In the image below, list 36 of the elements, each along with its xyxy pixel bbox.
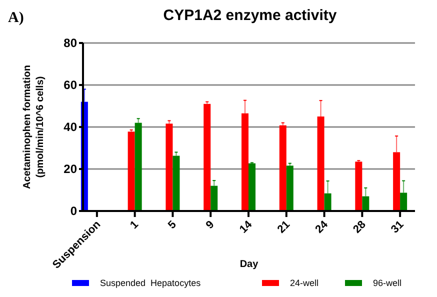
- bar: [248, 163, 256, 211]
- x-tick-label: 5: [166, 218, 179, 232]
- x-tick-label: 21: [275, 218, 293, 236]
- bar: [355, 162, 362, 211]
- y-tick-label: 80: [64, 36, 78, 50]
- y-tick-label: 20: [64, 162, 78, 176]
- bar: [128, 132, 135, 211]
- x-tick-label: 14: [237, 218, 256, 236]
- chart-title: CYP1A2 enzyme activity: [163, 7, 338, 24]
- legend-label: 96-well: [373, 278, 402, 288]
- y-axis-title: Acetaminophen formation (pmol/min/10^6 cells): [22, 65, 46, 189]
- x-tick-label: 31: [389, 218, 406, 236]
- bar: [317, 116, 324, 211]
- legend-label: 24-well: [290, 278, 319, 288]
- x-tick-label: 1: [128, 218, 141, 232]
- x-axis-title: Day: [240, 259, 259, 270]
- bar: [393, 152, 400, 211]
- bar: [286, 166, 294, 211]
- y-tick-label: 60: [64, 78, 78, 92]
- bar: [324, 193, 332, 211]
- text: A): [8, 10, 24, 26]
- bar: [134, 122, 142, 211]
- bar: [400, 192, 408, 211]
- legend-label: Suspended Hepatocytes: [100, 278, 202, 288]
- bar: [362, 196, 370, 211]
- bar: [210, 186, 218, 211]
- bar: [204, 104, 211, 211]
- x-tick-label: 9: [204, 218, 217, 232]
- x-tick-label: 28: [351, 218, 368, 236]
- bar: [166, 124, 173, 211]
- bar: [242, 113, 248, 211]
- bar: [172, 156, 180, 211]
- bar: [279, 125, 286, 211]
- y-tick-label: 0: [70, 204, 78, 218]
- y-tick-label: 40: [64, 120, 78, 134]
- x-tick-label: 24: [313, 218, 332, 236]
